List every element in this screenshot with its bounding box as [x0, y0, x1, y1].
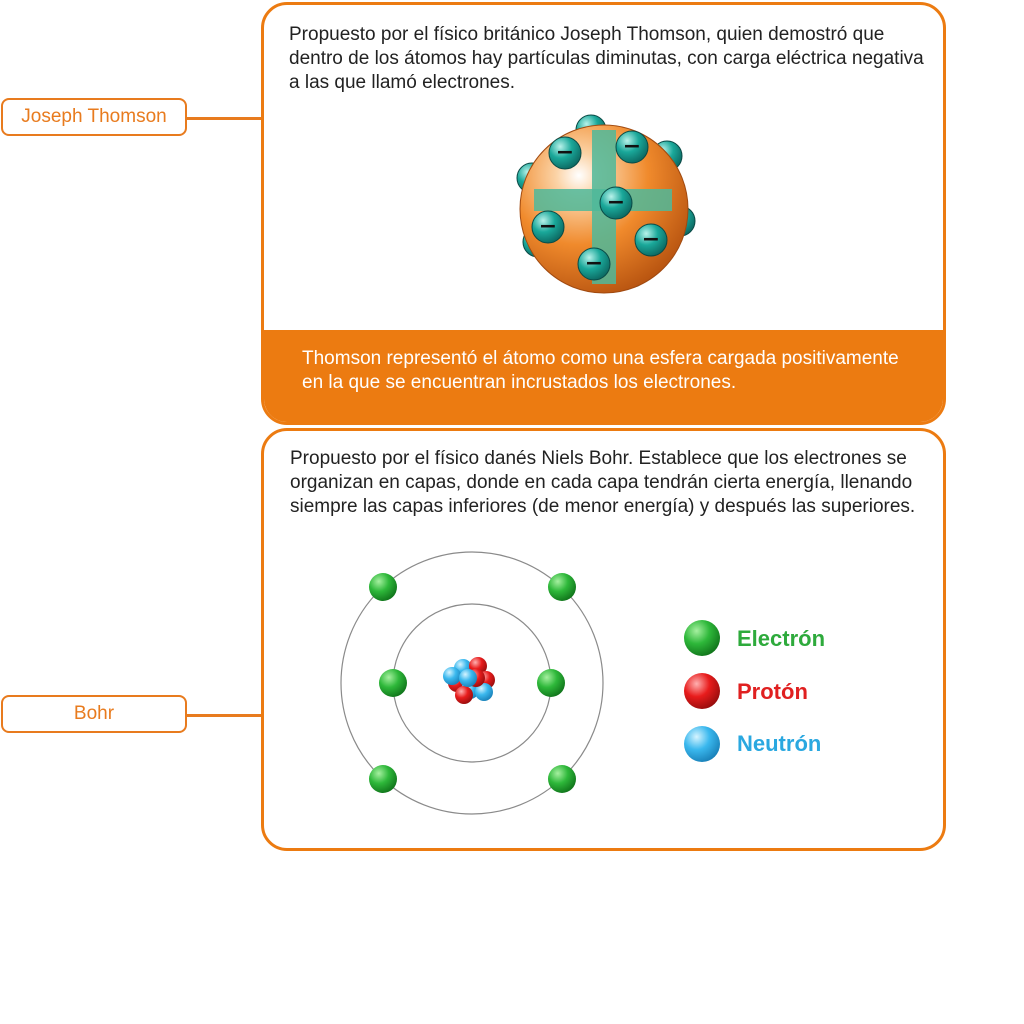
thomson-description: Propuesto por el físico británico Joseph…: [289, 24, 924, 93]
thomson-footer-text: Thomson representó el átomo como una esf…: [302, 348, 899, 393]
bohr-label: Bohr: [1, 695, 187, 733]
bohr-description: Propuesto por el físico danés Niels Bohr…: [290, 448, 916, 517]
legend-electron-label: Electrón: [737, 626, 826, 651]
thomson-connector: [187, 117, 263, 120]
bohr-card: Propuesto por el físico danés Niels Bohr…: [261, 428, 946, 851]
thomson-label: Joseph Thomson: [1, 98, 187, 136]
legend-proton-label: Protón: [737, 679, 808, 704]
bohr-connector: [187, 714, 263, 717]
legend-neutron-label: Neutrón: [737, 731, 822, 756]
thomson-label-text: Joseph Thomson: [21, 106, 167, 127]
bohr-label-text: Bohr: [73, 703, 115, 724]
thomson-footer: Thomson representó el átomo como una esf…: [264, 330, 943, 422]
thomson-card: Propuesto por el físico británico Joseph…: [261, 2, 946, 425]
